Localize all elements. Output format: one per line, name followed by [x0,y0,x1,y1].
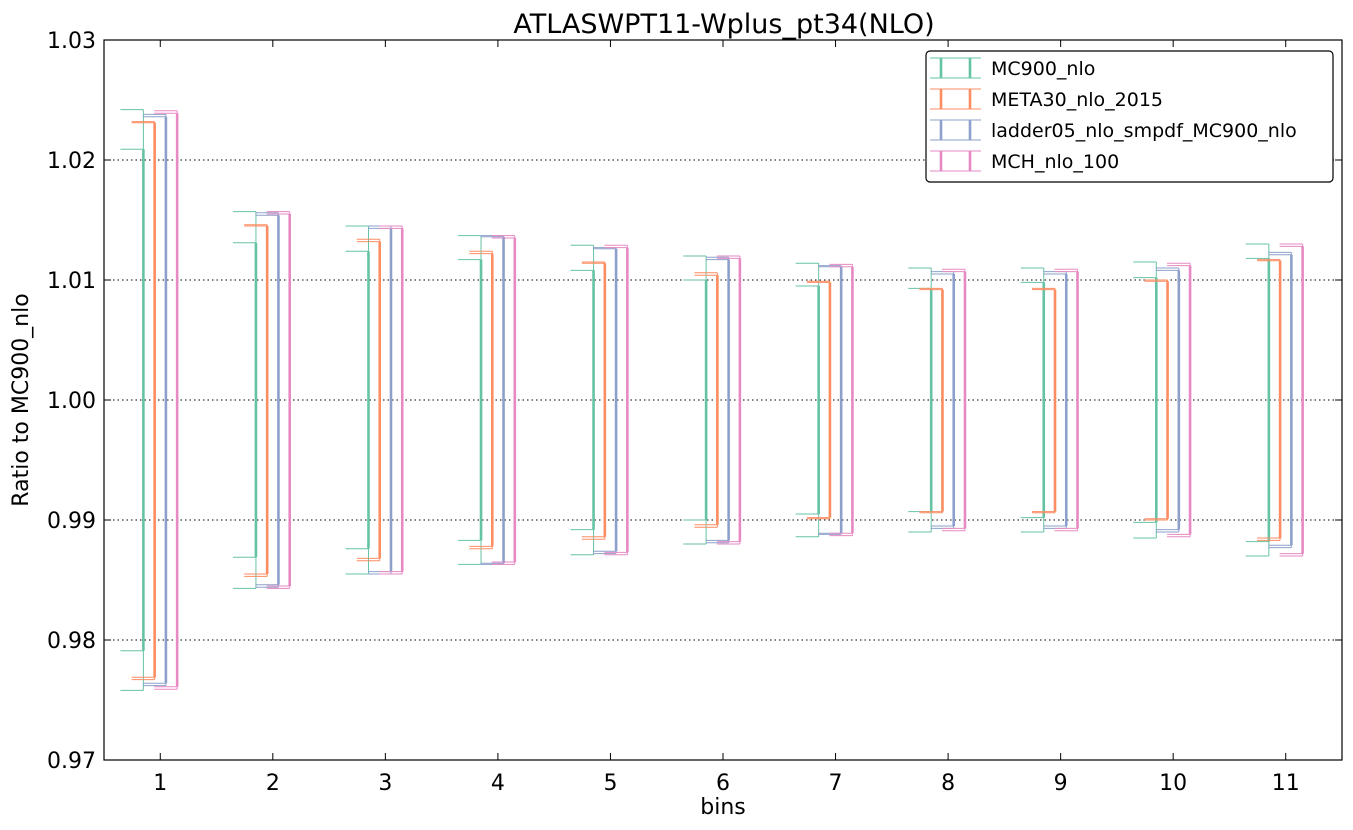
error-bar [154,110,179,690]
error-bar [716,255,742,545]
error-bar [255,212,280,588]
error-bar [379,225,404,575]
y-axis-label: Ratio to MC900_nlo [9,293,34,506]
error-bar [919,287,944,514]
error-bar [469,250,494,550]
x-tick-label: 4 [491,771,505,796]
legend-label: ladder05_nlo_smpdf_MC900_nlo [991,120,1297,142]
legend-entry: ladder05_nlo_smpdf_MC900_nlo [930,119,1297,142]
error-bar [1144,279,1169,521]
legend-entry: META30_nlo_2015 [930,88,1163,111]
x-axis-label: bins [700,795,745,820]
error-bar [829,263,854,537]
x-tick-label: 8 [941,771,955,796]
legend-label: MCH_nlo_100 [991,151,1119,173]
axis-ticks: 0.97 0.98 0.99 1.00 1.01 1.02 1.03 1 2 3 4 5 6 7 8 9 10 1… [47,29,1342,796]
error-bar [604,244,629,556]
error-bar [806,280,832,520]
error-bar [1133,261,1158,539]
error-bar [120,109,145,691]
x-tick-label: 5 [603,771,617,796]
y-tick-label: 1.03 [47,29,96,54]
error-bar [1054,268,1079,532]
error-bar [266,211,292,589]
y-tick-label: 0.98 [47,629,96,654]
error-bar [345,225,370,575]
y-tick-label: 1.01 [47,269,96,294]
legend-entry: MC900_nlo [930,57,1095,80]
error-bar [941,268,967,532]
y-tick-label: 1.02 [47,149,96,174]
x-tick-label: 7 [829,771,843,796]
error-bar [705,256,730,544]
error-bar [1155,267,1181,533]
error-bar [581,261,607,540]
error-bar [1245,243,1271,557]
legend-box [925,50,1334,183]
error-bar [458,235,483,565]
error-bar [1167,262,1192,538]
error-bar [1268,251,1293,549]
x-tick-label: 2 [266,771,280,796]
error-bar [356,238,382,562]
error-bar [1257,259,1282,541]
error-bar [1032,287,1057,514]
legend-label: MC900_nlo [991,58,1095,80]
error-bar [570,244,595,556]
error-bar [142,113,168,687]
error-bar [694,272,719,528]
error-bar [1279,243,1304,557]
y-tick-label: 1.00 [47,389,96,414]
x-tick-label: 1 [153,771,167,796]
x-tick-label: 10 [1159,771,1187,796]
legend: MC900_nlo META30_nlo_2015 ladder05_nlo_smp… [925,50,1334,183]
x-tick-label: 6 [716,771,730,796]
error-bar [244,224,269,577]
x-tick-label: 3 [378,771,392,796]
chart-title: ATLASWPT11-Wplus_pt34(NLO) [513,9,934,40]
x-tick-label: 11 [1272,771,1300,796]
y-tick-label: 0.97 [47,749,96,774]
error-bar [131,121,156,681]
error-bar [232,211,258,589]
legend-entry: MCH_nlo_100 [930,150,1119,173]
legend-label: META30_nlo_2015 [991,89,1163,111]
error-bar [1020,267,1046,533]
error-bar [491,235,517,565]
y-tick-label: 0.99 [47,509,96,534]
x-tick-label: 9 [1054,771,1068,796]
error-bars [120,109,1304,691]
